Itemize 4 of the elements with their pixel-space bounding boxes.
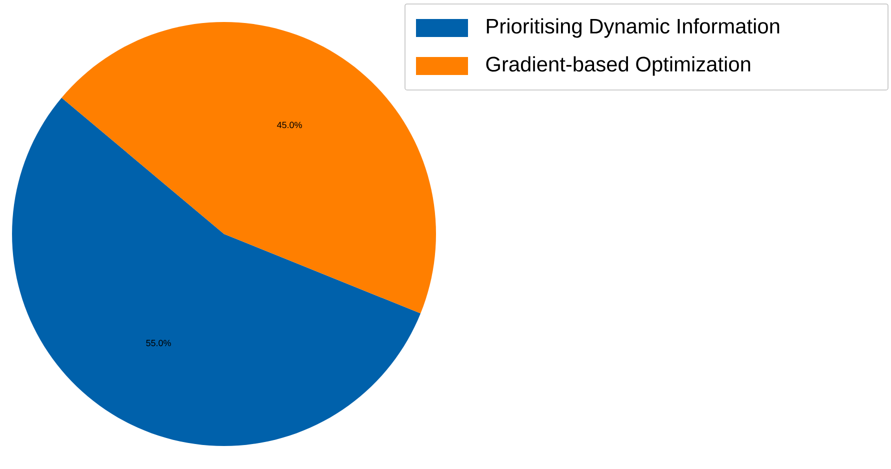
data-label: 45.0% <box>277 122 302 128</box>
legend-label: Prioritising Dynamic Information <box>486 18 780 38</box>
data-label: 55.0% <box>146 340 171 346</box>
legend-label: Gradient-based Optimization <box>486 56 750 76</box>
